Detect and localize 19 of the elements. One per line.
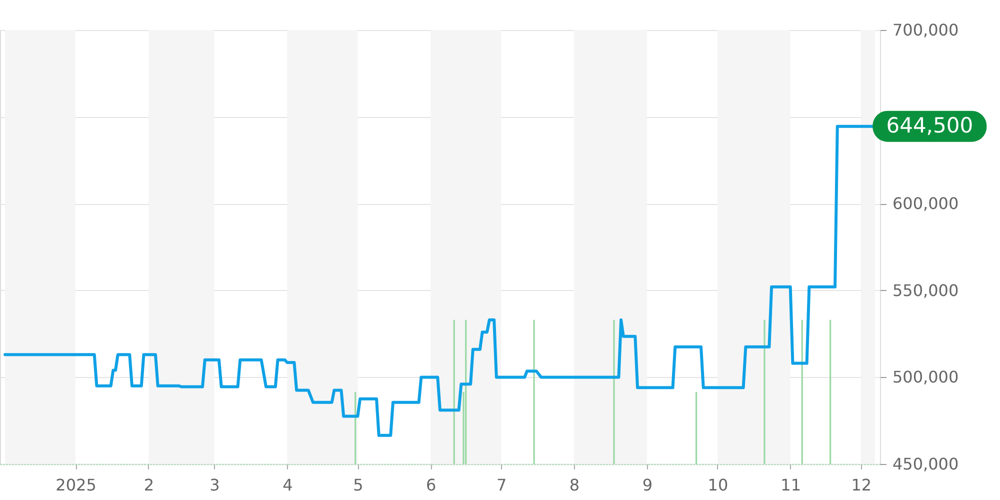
x-tick-label: 6 — [426, 476, 436, 494]
line-series — [4, 124, 874, 437]
x-tick-label: 7 — [496, 476, 507, 494]
x-tick-label: 11 — [780, 476, 802, 494]
x-tick-label: 12 — [851, 476, 872, 494]
x-tick-label: 2 — [144, 476, 154, 494]
x-tick-label: 9 — [642, 476, 653, 494]
y-tick-label: 450,000 — [892, 454, 959, 474]
x-tick-label: 3 — [210, 476, 220, 494]
y-tick-label: 550,000 — [892, 280, 959, 300]
x-tick-label: 10 — [708, 476, 728, 494]
x-tick-label: 5 — [353, 476, 364, 494]
x-tick-label: 8 — [569, 476, 580, 494]
y-tick-label: 700,000 — [892, 20, 959, 40]
annotation: 644,500 — [886, 113, 974, 138]
x-tick-label: 4 — [282, 476, 293, 494]
x-tick-label: 2025 — [56, 476, 96, 494]
y-tick-label: 600,000 — [892, 194, 959, 214]
y-tick-label: 500,000 — [892, 368, 959, 387]
